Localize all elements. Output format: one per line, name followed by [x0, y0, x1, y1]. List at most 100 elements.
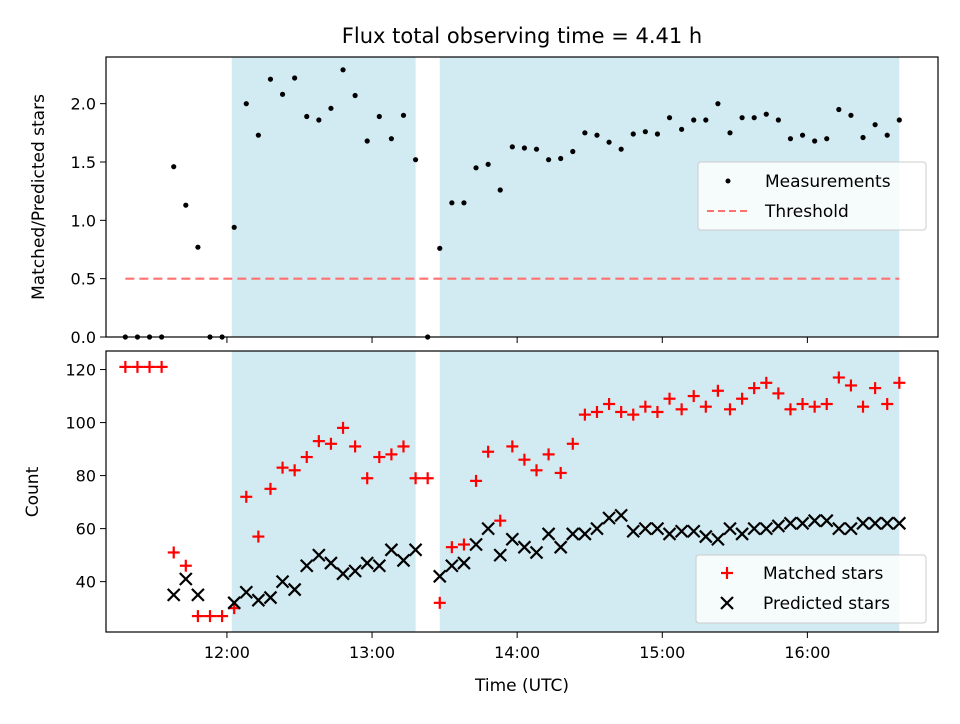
x-tick-label: 16:00: [784, 643, 830, 662]
y-tick-label: 2.0: [71, 95, 96, 114]
predicted-star-b: [179, 572, 193, 586]
matched-star-point: [893, 376, 906, 389]
bottom-y-axis-label: Count: [23, 466, 43, 517]
x-tick-label: 15:00: [639, 643, 685, 662]
measurement-point: [388, 136, 394, 142]
matched-star-point: [760, 376, 773, 389]
predicted-star-b: [348, 564, 362, 578]
x-tick-label: 12:00: [204, 643, 250, 662]
x-axis-label: Time (UTC): [474, 676, 569, 696]
predicted-star-b: [299, 558, 314, 573]
predicted-star-point: [481, 521, 495, 536]
matched-star-point: [603, 398, 616, 411]
predicted-star-b: [263, 590, 278, 605]
matched-star-point: [711, 384, 724, 397]
predicted-star-b: [614, 508, 628, 523]
predicted-star-point: [396, 553, 411, 568]
y-tick-label: 80: [76, 467, 96, 486]
measurement-point: [594, 132, 600, 138]
predicted-star-b: [771, 519, 786, 533]
predicted-star-b: [735, 527, 749, 541]
measurement-point: [799, 132, 806, 138]
predicted-star-b: [856, 516, 870, 531]
predicted-star-b: [590, 521, 604, 536]
predicted-star-point: [614, 508, 628, 523]
measurement-point: [679, 126, 685, 132]
legend-predicted-marker: [720, 596, 734, 610]
matched-star-point: [119, 360, 132, 373]
predicted-star-b: [251, 593, 266, 607]
predicted-star-point: [880, 516, 894, 531]
measurement-point: [848, 112, 854, 118]
predicted-star-point: [602, 511, 616, 525]
predicted-star-b: [432, 569, 447, 584]
predicted-star-point: [408, 543, 423, 557]
predicted-star-point: [312, 548, 326, 562]
matched-star-point: [857, 400, 870, 413]
predicted-star-point: [747, 521, 761, 536]
predicted-star-point: [771, 519, 786, 533]
matched-star-point: [687, 390, 700, 403]
predicted-star-b: [650, 521, 665, 536]
predicted-star-point: [287, 582, 302, 597]
matched-star-point: [288, 464, 301, 477]
bottom-y-axis: 40 60 80 100 120: [65, 361, 106, 592]
measurement-point: [824, 136, 830, 142]
measurement-point: [546, 157, 552, 163]
measurement-point: [400, 112, 407, 118]
measurement-point: [352, 92, 358, 99]
matched-star-point: [808, 400, 821, 413]
matched-star-point: [433, 596, 446, 609]
predicted-star-point: [348, 564, 362, 578]
legend-measurements-marker: [725, 178, 731, 184]
predicted-star-b: [566, 527, 580, 541]
measurement-point: [292, 75, 298, 81]
matched-star-point: [639, 400, 652, 413]
predicted-star-point: [166, 588, 181, 602]
top-legend: Measurements Threshold: [697, 161, 927, 231]
predicted-star-b: [844, 521, 858, 536]
measurement-point: [715, 101, 721, 107]
matched-star-point: [349, 440, 362, 453]
predicted-star-b: [723, 521, 737, 536]
predicted-star-point: [578, 527, 592, 541]
predicted-star-b: [166, 588, 181, 602]
predicted-star-point: [505, 532, 520, 546]
matched-star-point: [554, 466, 567, 479]
predicted-star-b: [711, 532, 725, 546]
legend-matched-marker: [721, 567, 733, 579]
predicted-star-b: [662, 527, 677, 541]
predicted-star-point: [469, 537, 483, 552]
measurement-point: [691, 117, 697, 123]
measurement-point: [884, 132, 890, 138]
predicted-star-point: [227, 596, 241, 610]
top-y-axis: 0.0 0.5 1.0 1.5 2.0: [71, 95, 106, 347]
matched-star-point: [651, 405, 664, 418]
predicted-star-point: [807, 513, 822, 528]
measurement-point: [267, 76, 274, 82]
predicted-star-b: [324, 556, 338, 570]
legend-threshold-label: Threshold: [764, 202, 849, 222]
predicted-star-b: [626, 524, 641, 539]
predicted-star-point: [517, 540, 532, 554]
matched-star-point: [373, 451, 386, 464]
legend-matched-label: Matched stars: [763, 564, 883, 584]
predicted-star-b: [529, 545, 544, 560]
matched-star-point: [566, 437, 579, 450]
predicted-star-b: [868, 516, 882, 531]
matched-star-point: [470, 474, 483, 487]
matched-star-point: [869, 382, 882, 395]
measurement-point: [485, 161, 491, 167]
top-y-axis-label: Matched/Predicted stars: [29, 94, 49, 300]
measurement-point: [497, 187, 503, 193]
predicted-star-point: [626, 524, 641, 539]
measurement-point: [836, 106, 842, 113]
y-tick-label: 1.0: [71, 211, 96, 230]
measurement-point: [183, 202, 189, 208]
predicted-star-point: [432, 569, 447, 584]
predicted-star-point: [590, 521, 604, 536]
measurement-point: [449, 200, 455, 206]
predicted-star-point: [638, 521, 653, 536]
matched-star-point: [881, 398, 894, 411]
predicted-star-point: [553, 540, 568, 554]
